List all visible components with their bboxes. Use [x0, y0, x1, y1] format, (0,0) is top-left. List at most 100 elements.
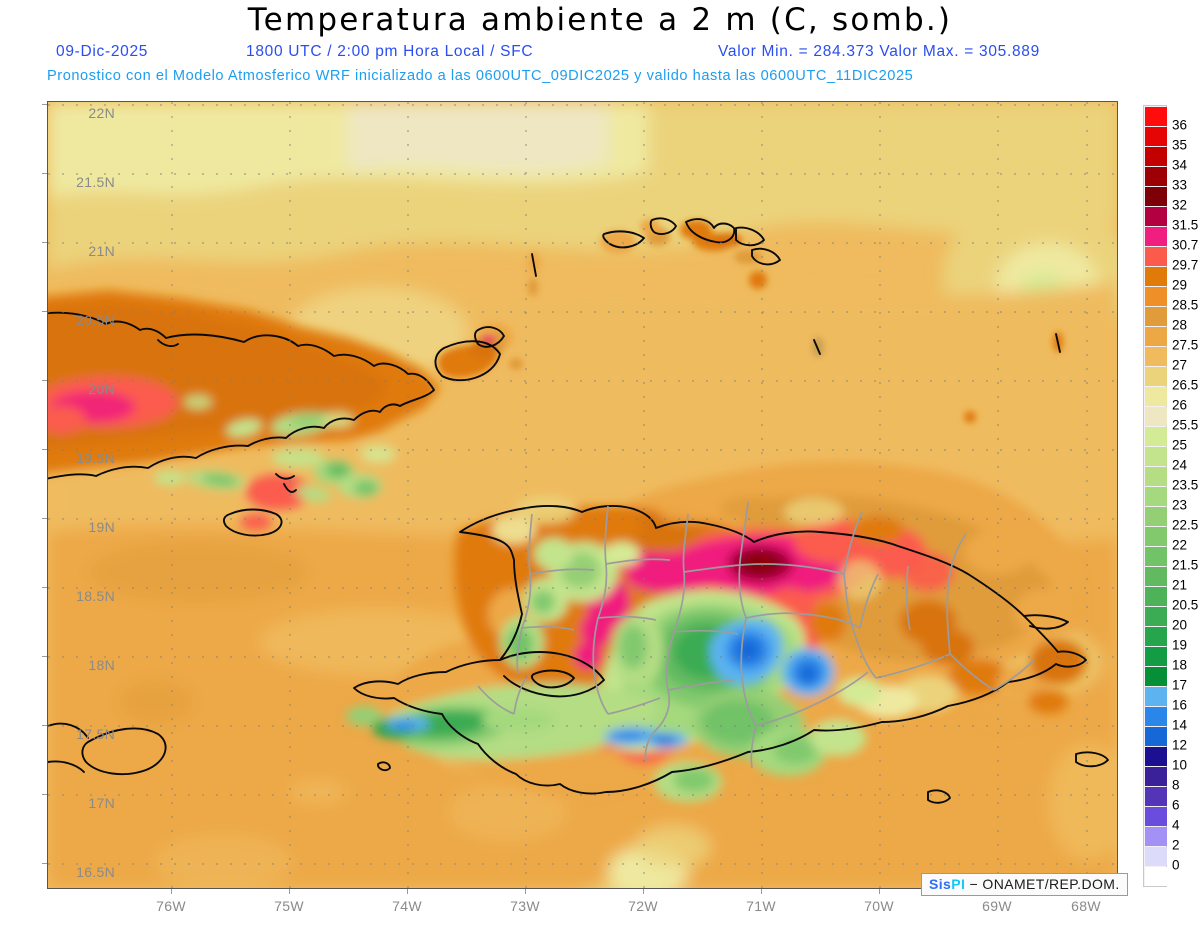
colorbar-tick-label: 6	[1172, 797, 1180, 813]
x-axis-tickmark	[525, 889, 526, 894]
colorbar-tick-label: 28	[1172, 317, 1188, 333]
colorbar-cell	[1145, 647, 1167, 666]
colorbar-cell	[1145, 707, 1167, 726]
colorbar-cell	[1145, 287, 1167, 306]
colorbar-cell	[1145, 187, 1167, 206]
y-axis-tickmark	[42, 173, 47, 174]
colorbar-cell	[1145, 367, 1167, 386]
colorbar-tick-label: 19	[1172, 637, 1188, 653]
y-tick-label: 21.5N	[76, 174, 115, 190]
page-title: Temperatura ambiente a 2 m (C, somb.)	[247, 2, 953, 38]
y-tick-label: 17N	[88, 795, 115, 811]
colorbar-tick-label: 27.5	[1172, 337, 1199, 353]
watermark-logo: SisPI − ONAMET/REP.DOM.	[921, 873, 1128, 896]
colorbar-cell	[1145, 427, 1167, 446]
x-axis-tickmark	[289, 889, 290, 894]
colorbar-tick-label: 22.5	[1172, 517, 1199, 533]
colorbar-gradient	[1143, 105, 1167, 887]
colorbar-cell	[1145, 487, 1167, 506]
colorbar-cell	[1145, 307, 1167, 326]
colorbar-tick-label: 14	[1172, 717, 1188, 733]
value-minmax: Valor Min. = 284.373 Valor Max. = 305.88…	[718, 43, 1040, 60]
model-description: Pronostico con el Modelo Atmosferico WRF…	[47, 68, 914, 84]
y-tick-label: 18.5N	[76, 588, 115, 604]
y-axis-tickmark	[42, 587, 47, 588]
colorbar-cell	[1145, 267, 1167, 286]
x-axis-tickmark	[761, 889, 762, 894]
colorbar-tick-label: 10	[1172, 757, 1188, 773]
y-axis-tickmark	[42, 725, 47, 726]
x-tick-label: 70W	[864, 898, 894, 914]
x-axis-tickmark	[171, 889, 172, 894]
colorbar-tick-label: 21.5	[1172, 557, 1199, 573]
colorbar-cell	[1145, 147, 1167, 166]
x-tick-label: 71W	[746, 898, 776, 914]
y-axis-tickmark	[42, 242, 47, 243]
colorbar-tick-label: 16	[1172, 697, 1188, 713]
colorbar-cell	[1145, 667, 1167, 686]
colorbar-cell	[1145, 387, 1167, 406]
colorbar-cell	[1145, 787, 1167, 806]
colorbar-tick-label: 2	[1172, 837, 1180, 853]
colorbar-tick-label: 25.5	[1172, 417, 1199, 433]
colorbar-cell	[1145, 807, 1167, 826]
colorbar-tick-label: 28.5	[1172, 297, 1199, 313]
y-axis-tickmark	[42, 311, 47, 312]
colorbar-cell	[1145, 227, 1167, 246]
x-axis-tickmark	[879, 889, 880, 894]
colorbar-tick-label: 17	[1172, 677, 1188, 693]
colorbar-cell	[1145, 587, 1167, 606]
colorbar-legend: 36 35 34 33 32 31.5 30.7 29.7 29 28.5 28 27.5 27 26.5…	[1140, 101, 1200, 891]
colorbar-tick-label: 22	[1172, 537, 1188, 553]
y-axis-tickmark	[42, 863, 47, 864]
y-tick-label: 20N	[88, 381, 115, 397]
colorbar-cell	[1145, 507, 1167, 526]
watermark-brand-suffix: PI	[951, 876, 966, 892]
x-tick-label: 73W	[510, 898, 540, 914]
forecast-time-level: 1800 UTC / 2:00 pm Hora Local / SFC	[246, 43, 534, 60]
colorbar-tick-label: 23.5	[1172, 477, 1199, 493]
y-axis-tickmark	[42, 794, 47, 795]
colorbar-tick-label: 29.7	[1172, 257, 1199, 273]
colorbar-tick-label: 32	[1172, 197, 1188, 213]
colorbar-tick-label: 34	[1172, 157, 1188, 173]
colorbar-cell	[1145, 347, 1167, 366]
y-axis-tickmark	[42, 518, 47, 519]
colorbar-tick-label: 36	[1172, 117, 1188, 133]
map-plot-area	[47, 101, 1118, 889]
y-axis-tickmark	[42, 380, 47, 381]
watermark-org-text: ONAMET/REP.DOM.	[982, 876, 1120, 892]
colorbar-tick-label: 8	[1172, 777, 1180, 793]
colorbar-cell	[1145, 767, 1167, 786]
x-axis-tickmark	[643, 889, 644, 894]
colorbar-tick-label: 20.5	[1172, 597, 1199, 613]
colorbar-tick-label: 29	[1172, 277, 1188, 293]
y-tick-label: 16.5N	[76, 864, 115, 880]
colorbar-tick-label: 27	[1172, 357, 1188, 373]
colorbar-cell	[1145, 547, 1167, 566]
colorbar-tick-label: 12	[1172, 737, 1188, 753]
colorbar-tick-label: 35	[1172, 137, 1188, 153]
colorbar-cell	[1145, 127, 1167, 146]
colorbar-cell	[1145, 207, 1167, 226]
colorbar-tick-label: 23	[1172, 497, 1188, 513]
x-tick-label: 68W	[1071, 898, 1101, 914]
colorbar-cell	[1145, 627, 1167, 646]
colorbar-cell	[1145, 847, 1167, 866]
colorbar-tick-label: 31.5	[1172, 217, 1199, 233]
forecast-date: 09-Dic-2025	[56, 43, 149, 60]
y-tick-label: 22N	[88, 105, 115, 121]
x-axis-tickmark	[407, 889, 408, 894]
colorbar-cell	[1145, 247, 1167, 266]
watermark-org: − ONAMET/REP.DOM.	[965, 876, 1120, 892]
x-tick-label: 76W	[156, 898, 186, 914]
y-tick-label: 20.5N	[76, 312, 115, 328]
y-tick-label: 19.5N	[76, 450, 115, 466]
colorbar-tick-label: 4	[1172, 817, 1180, 833]
colorbar-cell	[1145, 107, 1167, 126]
colorbar-cell	[1145, 327, 1167, 346]
colorbar-tick-label: 26.5	[1172, 377, 1199, 393]
colorbar-tick-label: 30.7	[1172, 237, 1199, 253]
colorbar-cell	[1145, 527, 1167, 546]
y-axis-tickmark	[42, 104, 47, 105]
